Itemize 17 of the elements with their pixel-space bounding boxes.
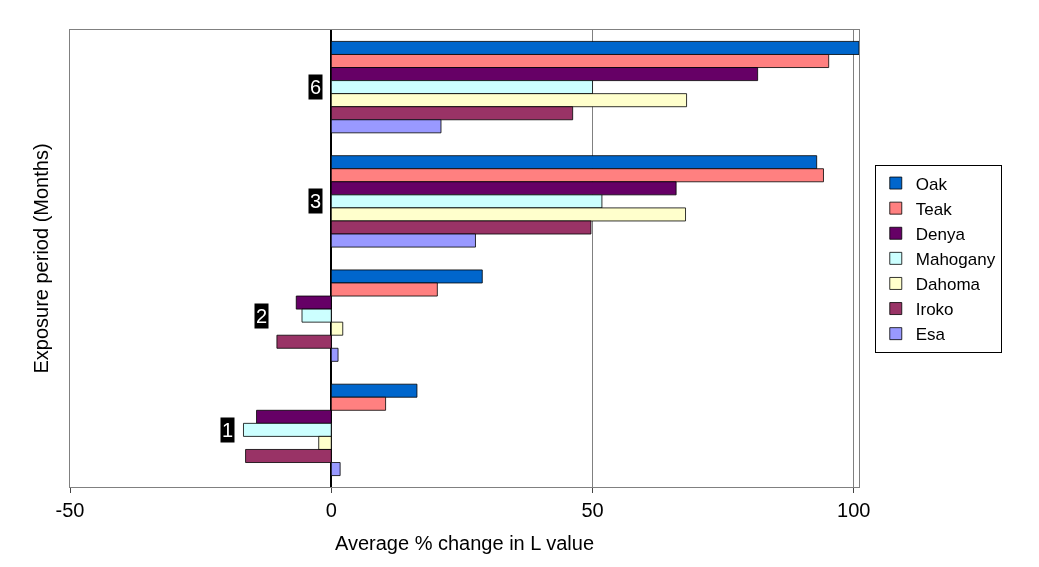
legend-label: Mahogany xyxy=(915,249,996,269)
x-tick-label: -50 xyxy=(55,499,85,521)
legend-label: Teak xyxy=(915,199,953,219)
legend-label: Dahoma xyxy=(915,275,981,295)
x-tick-label: 100 xyxy=(837,499,871,521)
legend-label: Denya xyxy=(915,224,966,244)
y-tick-label: 2 xyxy=(256,305,268,327)
legend-label: Iroko xyxy=(915,300,954,320)
y-tick-label: 3 xyxy=(310,190,322,212)
y-tick-label: 1 xyxy=(222,419,234,441)
legend-label: Esa xyxy=(915,325,946,345)
x-axis-title: Average % change in L value xyxy=(334,531,595,554)
y-axis-title: Exposure period (Months) xyxy=(29,143,52,374)
x-tick-label: 0 xyxy=(325,499,337,521)
y-tick-label: 6 xyxy=(310,76,322,98)
legend-label: Oak xyxy=(915,174,948,194)
x-tick-label: 50 xyxy=(581,499,604,521)
